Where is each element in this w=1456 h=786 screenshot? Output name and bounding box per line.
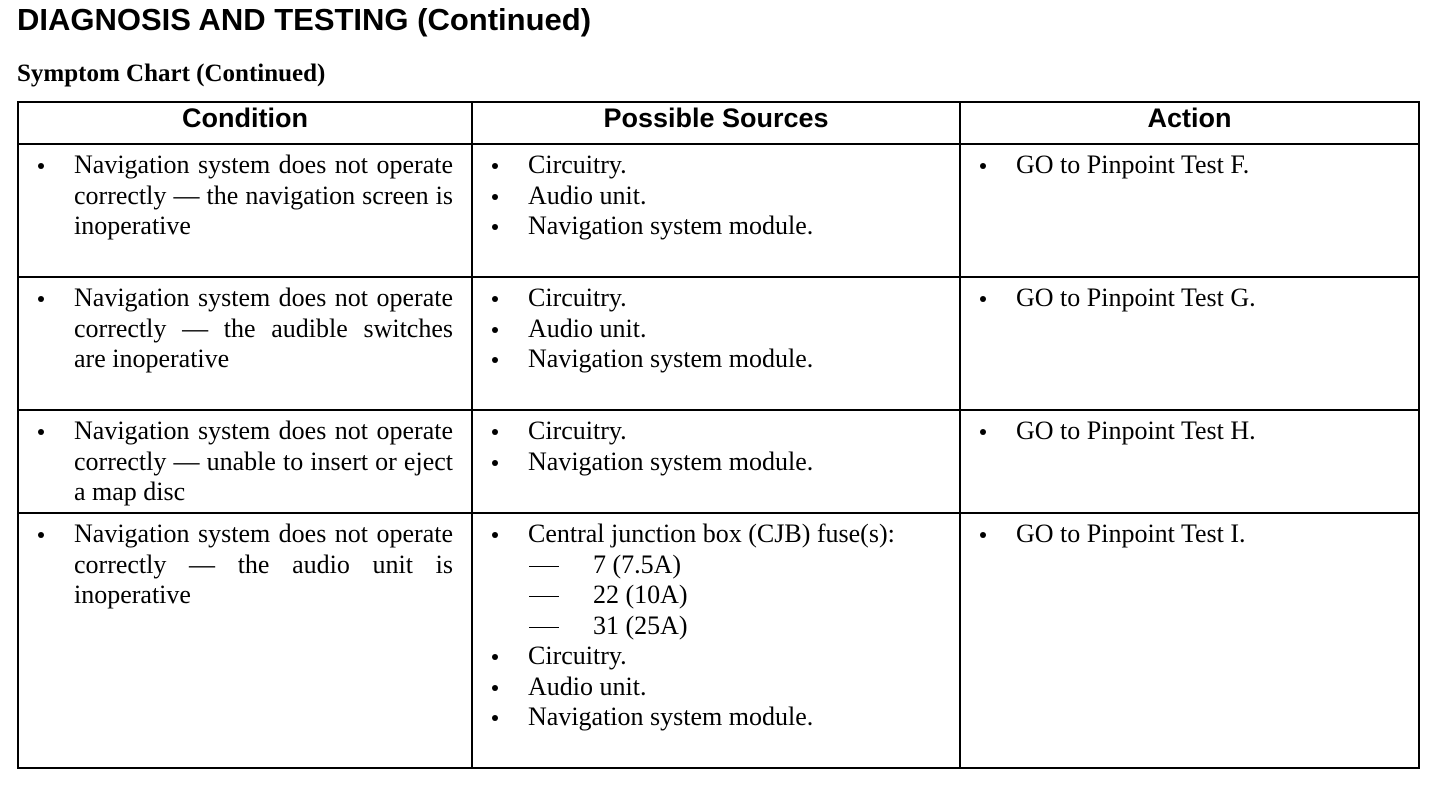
table-row: Navigation system does not operate corre…: [17, 276, 1420, 411]
column-header: Action: [959, 101, 1420, 145]
condition-cell: Navigation system does not operate corre…: [17, 276, 473, 411]
sub-item-text: 7 (7.5A): [593, 549, 682, 579]
item-text: Audio unit.: [528, 313, 647, 343]
column-header: Possible Sources: [471, 101, 961, 145]
bullet: [492, 193, 498, 200]
action-cell: GO to Pinpoint Test H.: [959, 409, 1420, 514]
column-header: Condition: [17, 101, 473, 145]
bullet: [980, 296, 986, 302]
list-item: Navigation system does not operate corre…: [19, 150, 471, 242]
item-text: GO to Pinpoint Test G.: [1016, 283, 1256, 312]
bullet: [492, 684, 498, 691]
bullet: [492, 326, 498, 333]
list-item: Navigation system module.: [473, 211, 959, 242]
list-item: Audio unit.: [473, 314, 959, 345]
condition-cell: Navigation system does not operate corre…: [17, 512, 473, 769]
item-text: Navigation system does not operate corre…: [74, 150, 453, 240]
item-text: Circuitry.: [528, 641, 627, 670]
list-item: Navigation system module.: [473, 344, 959, 375]
header-row: Condition Possible Sources Action: [17, 101, 1420, 145]
sub-item-text: 31 (25A): [593, 610, 688, 640]
item-text: Navigation system does not operate corre…: [74, 416, 453, 506]
list-item: Audio unit.: [473, 181, 959, 212]
sources-cell: Circuitry. Audio unit. Navigation system m…: [471, 276, 961, 411]
dash: [529, 565, 559, 567]
bullet: [492, 357, 498, 363]
bullet: [38, 296, 44, 302]
list-item: Navigation system module.: [473, 702, 959, 733]
page-title: DIAGNOSIS AND TESTING (Continued): [17, 2, 592, 37]
bullet: [492, 459, 498, 466]
sub-item: 31 (25A): [473, 611, 959, 642]
list-item: GO to Pinpoint Test G.: [961, 283, 1418, 314]
list-item: GO to Pinpoint Test I.: [961, 519, 1418, 550]
dash: [529, 596, 559, 597]
item-text: Navigation system module.: [528, 446, 814, 476]
sub-item: 22 (10A): [473, 580, 959, 611]
action-cell: GO to Pinpoint Test G.: [959, 276, 1420, 411]
item-text: Audio unit.: [528, 180, 647, 210]
bullet: [492, 532, 498, 538]
item-text: GO to Pinpoint Test I.: [1016, 519, 1246, 548]
item-text: Navigation system does not operate corre…: [74, 519, 453, 609]
table-row: Navigation system does not operate corre…: [17, 143, 1420, 278]
table-body: Navigation system does not operate corre…: [17, 143, 1420, 769]
sub-item-text: 22 (10A): [593, 580, 688, 609]
table-row: Navigation system does not operate corre…: [17, 512, 1420, 769]
dash: [529, 626, 559, 628]
list-item: Navigation system module.: [473, 447, 959, 478]
bullet: [38, 532, 44, 538]
sources-cell: Circuitry. Navigation system module.: [471, 409, 961, 514]
item-text: Navigation system module.: [528, 211, 814, 240]
bullet: [492, 429, 498, 435]
bullet: [980, 429, 986, 435]
condition-cell: Navigation system does not operate corre…: [17, 409, 473, 514]
action-cell: GO to Pinpoint Test I.: [959, 512, 1420, 769]
item-text: Audio unit.: [528, 671, 647, 701]
item-text: Circuitry.: [528, 416, 627, 445]
item-text: Navigation system module.: [528, 344, 814, 373]
sources-cell: Central junction box (CJB) fuse(s): 7 (7.…: [471, 512, 961, 769]
bullet: [492, 296, 498, 302]
item-text: Navigation system module.: [528, 702, 814, 731]
list-item: Navigation system does not operate corre…: [19, 283, 471, 375]
list-item: Navigation system does not operate corre…: [19, 519, 471, 611]
bullet: [492, 224, 498, 230]
list-item: Circuitry.: [473, 641, 959, 672]
action-cell: GO to Pinpoint Test F.: [959, 143, 1420, 278]
sources-cell: Circuitry. Audio unit. Navigation system m…: [471, 143, 961, 278]
list-item: GO to Pinpoint Test H.: [961, 416, 1418, 447]
list-item: GO to Pinpoint Test F.: [961, 150, 1418, 181]
item-text: GO to Pinpoint Test H.: [1016, 416, 1256, 445]
item-text: Circuitry.: [528, 283, 627, 312]
symptom-table: Condition Possible Sources Action Navigati…: [17, 101, 1420, 769]
item-text: Navigation system does not operate corre…: [74, 283, 453, 373]
list-item: Central junction box (CJB) fuse(s):: [473, 519, 959, 550]
sub-item: 7 (7.5A): [473, 550, 959, 581]
bullet: [38, 163, 44, 169]
item-text: Circuitry.: [528, 150, 627, 179]
list-item: Audio unit.: [473, 672, 959, 703]
bullet: [980, 163, 986, 169]
list-item: Navigation system does not operate corre…: [19, 416, 471, 508]
list-item: Circuitry.: [473, 150, 959, 181]
condition-cell: Navigation system does not operate corre…: [17, 143, 473, 278]
list-item: Circuitry.: [473, 416, 959, 447]
bullet: [980, 532, 986, 538]
table-row: Navigation system does not operate corre…: [17, 409, 1420, 514]
bullet: [38, 429, 44, 435]
page-subtitle: Symptom Chart (Continued): [17, 60, 326, 87]
item-text: GO to Pinpoint Test F.: [1016, 150, 1250, 179]
bullet: [492, 715, 498, 721]
bullet: [492, 163, 498, 169]
item-text: Central junction box (CJB) fuse(s):: [528, 519, 895, 548]
list-item: Circuitry.: [473, 283, 959, 314]
bullet: [492, 654, 498, 660]
